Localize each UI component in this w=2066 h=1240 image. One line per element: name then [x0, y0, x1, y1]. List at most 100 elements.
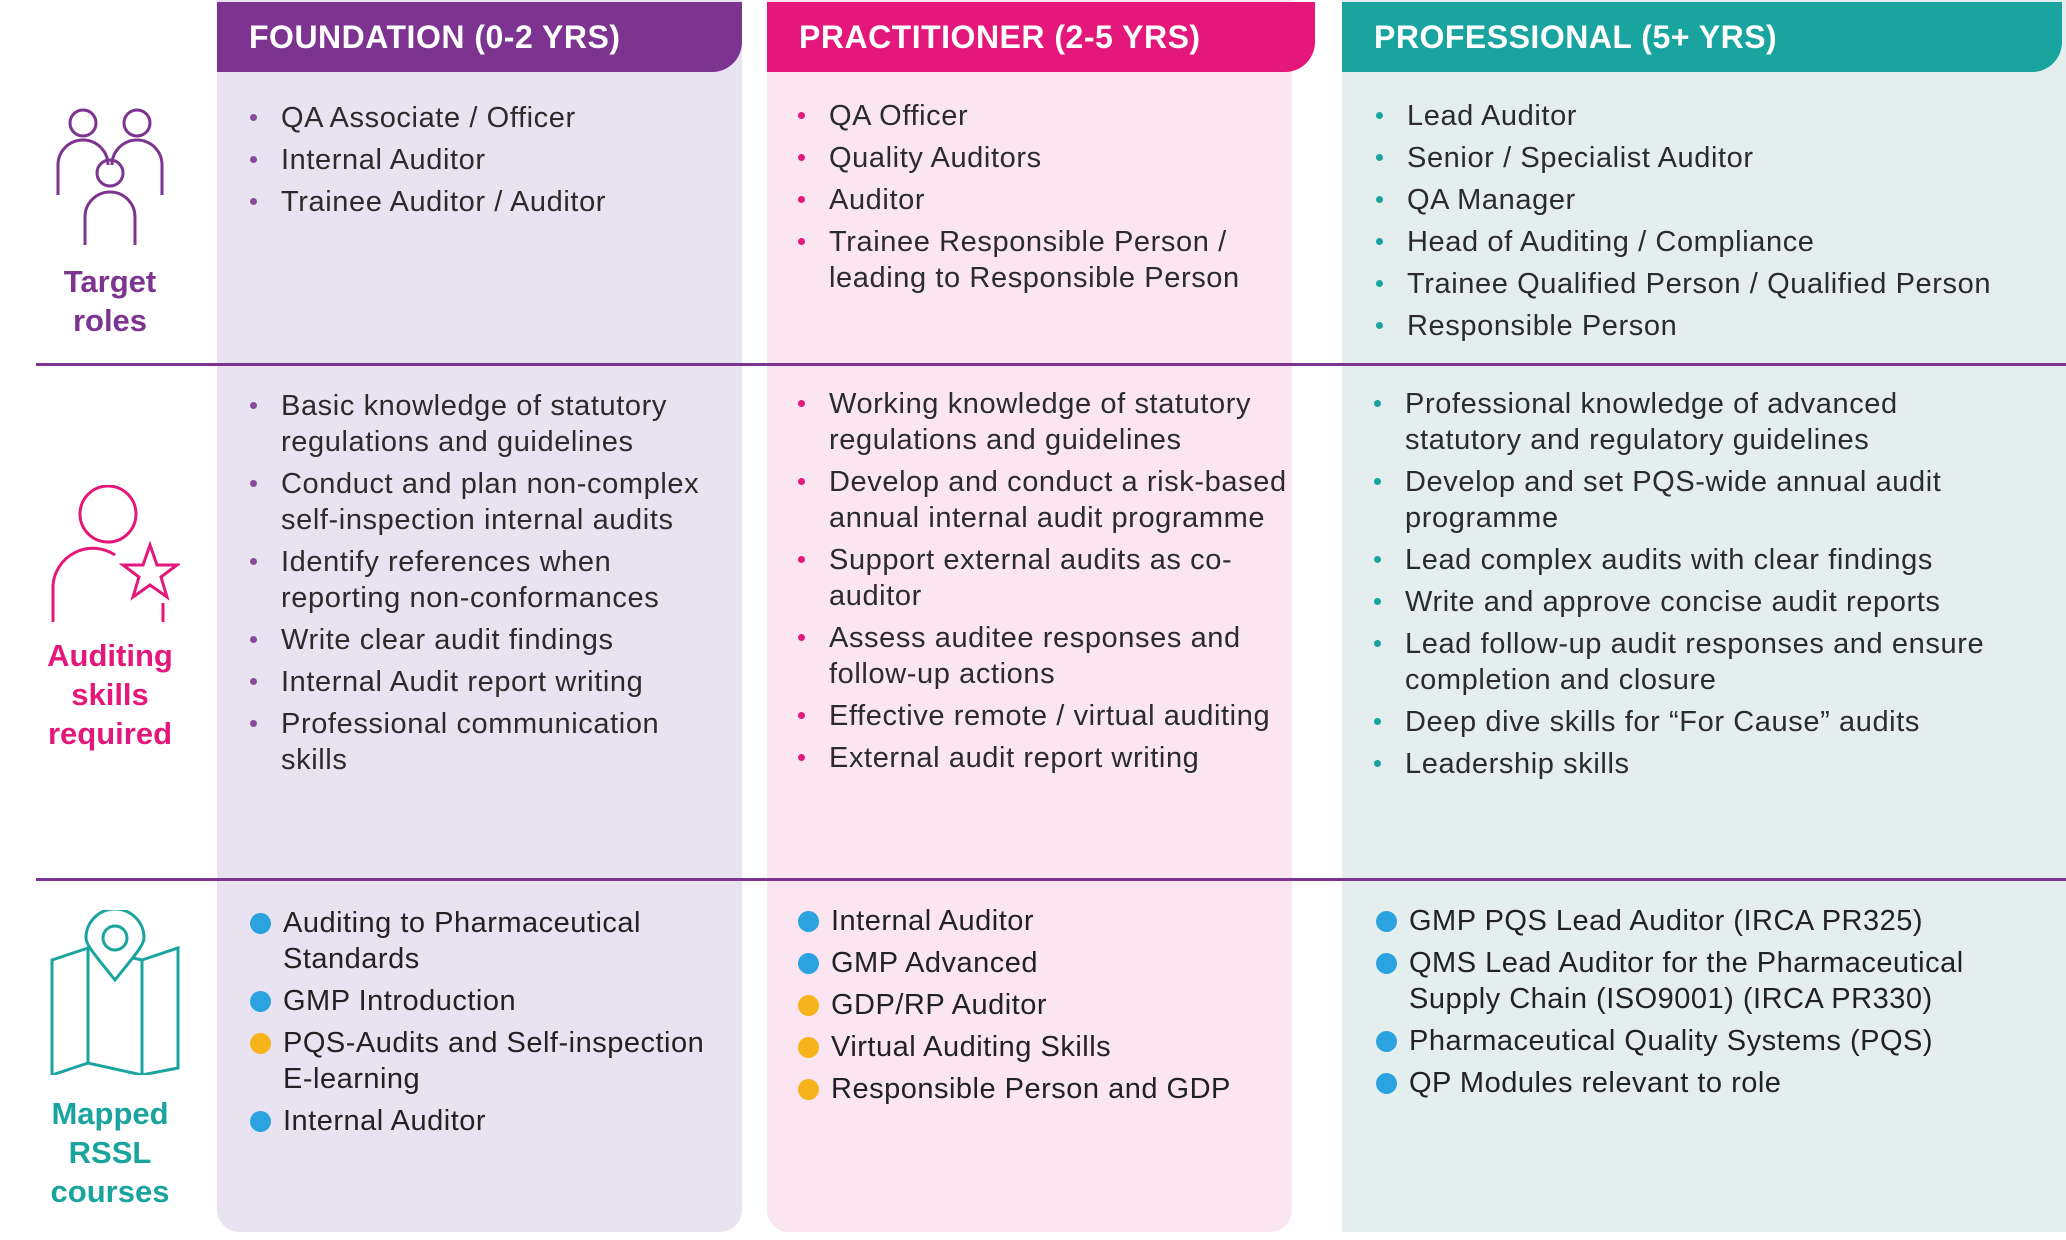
target-roles-label-line2: roles: [72, 303, 148, 338]
list-item: Professional communication skills: [248, 706, 728, 778]
bullet-dot: [798, 400, 805, 407]
list-item-text: Write and approve concise audit reports: [1405, 586, 1941, 618]
course-item: GMP Introduction: [250, 983, 730, 1019]
list-item-text: Internal Audit report writing: [281, 666, 644, 698]
skills-label-line2: skills: [71, 677, 149, 712]
course-dot: [1376, 953, 1397, 974]
list-item: Identify references when reporting non-c…: [248, 544, 728, 616]
practitioner-column: [767, 0, 1292, 1232]
course-dot: [250, 991, 271, 1012]
bullet-dot: [798, 238, 805, 245]
course-item: Internal Auditor: [798, 903, 1318, 939]
bullet-dot: [798, 154, 805, 161]
map-pin-icon: [50, 910, 180, 1075]
list-item: Trainee Qualified Person / Qualified Per…: [1374, 266, 2054, 302]
course-dot: [798, 911, 819, 932]
course-dot: [1376, 1031, 1397, 1052]
course-item-text: Responsible Person and GDP: [831, 1073, 1231, 1105]
foundation-header: FOUNDATION (0-2 YRS): [217, 2, 742, 72]
target-roles-label: Target roles: [20, 262, 200, 340]
list-item: QA Manager: [1374, 182, 2054, 218]
course-dot: [798, 1079, 819, 1100]
course-dot: [1376, 1073, 1397, 1094]
courses-label-line2: RSSL: [68, 1135, 152, 1170]
course-item: Virtual Auditing Skills: [798, 1029, 1318, 1065]
list-item-text: Responsible Person: [1407, 310, 1678, 342]
list-item-text: Auditor: [829, 184, 926, 216]
list-item-text: Trainee Auditor / Auditor: [281, 186, 607, 218]
list-item-text: Lead Auditor: [1407, 100, 1578, 132]
list-item: QA Associate / Officer: [248, 100, 728, 136]
person-star-icon: [51, 485, 180, 622]
course-item-text: QP Modules relevant to role: [1409, 1067, 1782, 1099]
list-item-text: Develop and set PQS-wide annual audit pr…: [1405, 466, 1942, 534]
list-item-text: Professional communication skills: [281, 708, 660, 776]
bullet-dot: [250, 198, 257, 205]
course-dot: [250, 913, 271, 934]
list-item-text: Develop and conduct a risk-based annual …: [829, 466, 1287, 534]
practitioner-roles-list: QA Officer Quality Auditors Auditor Trainee…: [796, 98, 1306, 302]
list-item: Auditor: [796, 182, 1306, 218]
list-item: Trainee Auditor / Auditor: [248, 184, 728, 220]
list-item: Basic knowledge of statutory regulations…: [248, 388, 728, 460]
bullet-dot: [798, 478, 805, 485]
list-item-text: External audit report writing: [829, 742, 1200, 774]
list-item: Assess auditee responses and follow-up a…: [796, 620, 1316, 692]
professional-courses-list: GMP PQS Lead Auditor (IRCA PR325) QMS Lea…: [1376, 903, 2036, 1107]
course-dot: [798, 953, 819, 974]
bullet-dot: [1374, 598, 1381, 605]
list-item: Support external audits as co-auditor: [796, 542, 1316, 614]
list-item-text: Identify references when reporting non-c…: [281, 546, 660, 614]
bullet-dot: [1374, 718, 1381, 725]
course-item: QMS Lead Auditor for the Pharmaceutical …: [1376, 945, 2036, 1017]
list-item: Senior / Specialist Auditor: [1374, 140, 2054, 176]
list-item-text: Conduct and plan non-complex self-inspec…: [281, 468, 700, 536]
list-item: Write and approve concise audit reports: [1372, 584, 2012, 620]
list-item: Deep dive skills for “For Cause” audits: [1372, 704, 2012, 740]
bullet-dot: [1376, 238, 1383, 245]
bullet-dot: [1374, 400, 1381, 407]
course-item: GMP PQS Lead Auditor (IRCA PR325): [1376, 903, 2036, 939]
bullet-dot: [1374, 478, 1381, 485]
list-item: Trainee Responsible Person / leading to …: [796, 224, 1306, 296]
bullet-dot: [250, 636, 257, 643]
list-item: Head of Auditing / Compliance: [1374, 224, 2054, 260]
course-item-text: Internal Auditor: [831, 905, 1035, 937]
list-item: Quality Auditors: [796, 140, 1306, 176]
list-item-text: Professional knowledge of advanced statu…: [1405, 388, 1898, 456]
professional-roles-list: Lead Auditor Senior / Specialist Auditor Q…: [1374, 98, 2054, 350]
list-item: Lead complex audits with clear findings: [1372, 542, 2012, 578]
course-dot: [798, 1037, 819, 1058]
course-item: GDP/RP Auditor: [798, 987, 1318, 1023]
foundation-roles-list: QA Associate / Officer Internal Auditor Tr…: [248, 100, 728, 226]
course-item: Responsible Person and GDP: [798, 1071, 1318, 1107]
list-item-text: Working knowledge of statutory regulatio…: [829, 388, 1252, 456]
list-item: QA Officer: [796, 98, 1306, 134]
course-item-text: Auditing to Pharmaceutical Standards: [283, 907, 641, 975]
list-item: Effective remote / virtual auditing: [796, 698, 1316, 734]
bullet-dot: [250, 114, 257, 121]
row-divider: [36, 878, 2066, 881]
list-item: Lead follow-up audit responses and ensur…: [1372, 626, 2012, 698]
practitioner-skills-list: Working knowledge of statutory regulatio…: [796, 386, 1316, 782]
list-item-text: Quality Auditors: [829, 142, 1042, 174]
list-item-text: Write clear audit findings: [281, 624, 614, 656]
course-dot: [250, 1111, 271, 1132]
list-item-text: Senior / Specialist Auditor: [1407, 142, 1754, 174]
list-item-text: QA Manager: [1407, 184, 1576, 216]
target-roles-label-line1: Target: [63, 264, 157, 299]
list-item: Internal Audit report writing: [248, 664, 728, 700]
people-group-icon: [56, 108, 164, 245]
course-dot: [1376, 911, 1397, 932]
bullet-dot: [1376, 154, 1383, 161]
list-item: Write clear audit findings: [248, 622, 728, 658]
course-item-text: QMS Lead Auditor for the Pharmaceutical …: [1409, 947, 1964, 1015]
courses-label-line1: Mapped: [51, 1096, 169, 1131]
course-item-text: GDP/RP Auditor: [831, 989, 1048, 1021]
list-item-text: Lead follow-up audit responses and ensur…: [1405, 628, 1985, 696]
list-item: Develop and conduct a risk-based annual …: [796, 464, 1316, 536]
course-item-text: PQS-Audits and Self-inspection E-learnin…: [283, 1027, 705, 1095]
bullet-dot: [798, 712, 805, 719]
course-item-text: GMP Advanced: [831, 947, 1038, 979]
list-item-text: Deep dive skills for “For Cause” audits: [1405, 706, 1920, 738]
